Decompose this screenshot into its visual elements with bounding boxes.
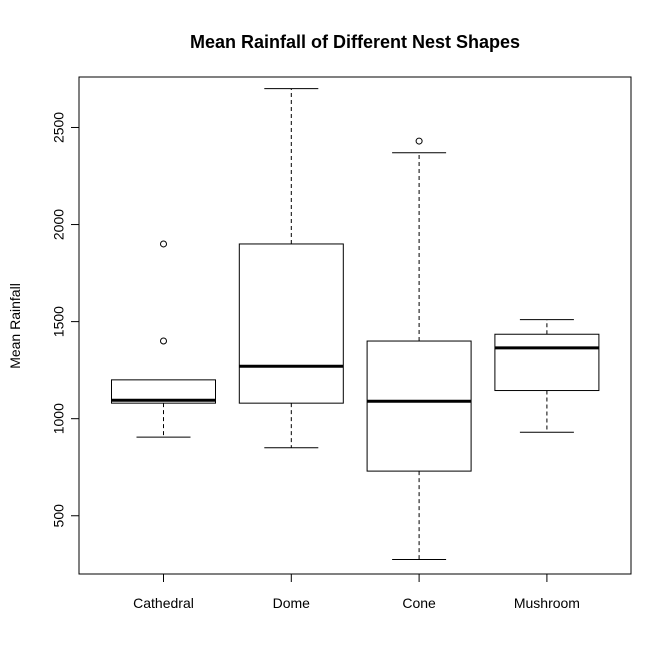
- x-axis: Cathedral Dome Cone Mushroom: [133, 573, 580, 611]
- outlier-point: [160, 337, 167, 345]
- box-iqr: [494, 333, 600, 392]
- box-iqr: [366, 340, 472, 472]
- x-tick-label: Cone: [402, 595, 436, 611]
- plot-frame: [78, 76, 632, 575]
- box-cone: [366, 137, 472, 560]
- y-tick-label: 2500: [51, 112, 67, 143]
- box-iqr: [111, 379, 216, 404]
- box-mushroom: [494, 319, 600, 433]
- y-tick-label: 1500: [51, 306, 67, 337]
- x-tick-label: Dome: [273, 595, 311, 611]
- x-tick-label: Cathedral: [133, 595, 194, 611]
- x-tick-label: Mushroom: [514, 595, 580, 611]
- box-dome: [238, 88, 344, 449]
- chart-title: Mean Rainfall of Different Nest Shapes: [190, 32, 520, 52]
- box-iqr: [238, 243, 344, 404]
- y-tick-label: 1000: [51, 403, 67, 434]
- y-axis: 500 1000 1500 2000 2500: [51, 112, 80, 528]
- outlier-point: [415, 137, 423, 145]
- box-cathedral: [111, 240, 216, 438]
- y-axis-label: Mean Rainfall: [7, 283, 23, 369]
- y-tick-label: 500: [51, 504, 67, 528]
- boxes-group: [111, 88, 600, 560]
- y-tick-label: 2000: [51, 209, 67, 240]
- outlier-point: [160, 240, 167, 248]
